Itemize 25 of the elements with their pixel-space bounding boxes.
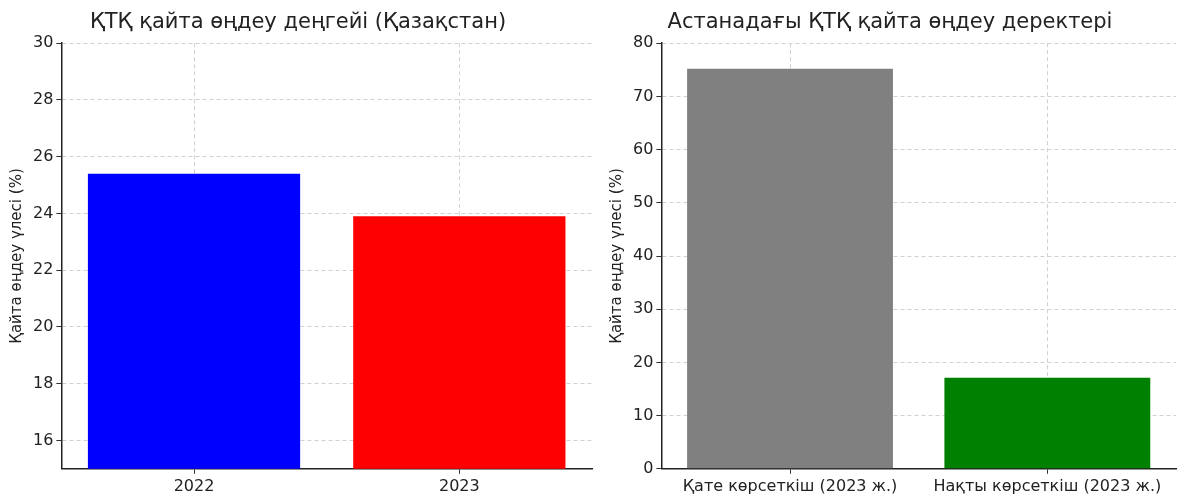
- y-tick-label: 24: [33, 202, 54, 222]
- y-tick-label: 26: [33, 145, 54, 165]
- y-tick-label: 30: [633, 298, 654, 318]
- y-tick-label: 10: [633, 404, 654, 424]
- x-tick-label: Қате көрсеткіш (2023 ж.): [682, 475, 898, 495]
- y-tick-label: 20: [33, 316, 54, 336]
- y-tick-label: 22: [33, 259, 54, 279]
- y-axis-title: Қайта өңдеу үлесі (%): [6, 168, 25, 344]
- y-tick-label: 80: [633, 32, 654, 52]
- x-tick-label: 2023: [438, 475, 480, 495]
- y-tick-label: 20: [633, 351, 654, 371]
- x-tick-label: Нақты көрсеткіш (2023 ж.): [933, 475, 1162, 495]
- y-tick-label: 16: [33, 429, 54, 449]
- y-tick-label: 30: [33, 32, 54, 52]
- y-tick-label: 50: [633, 191, 654, 211]
- chart-title: ҚТҚ қайта өңдеу деңгейі (Қазақстан): [89, 9, 507, 34]
- chart-title: Астанадағы ҚТҚ қайта өңдеу деректері: [667, 9, 1113, 34]
- y-tick-label: 70: [633, 85, 654, 105]
- y-tick-label: 28: [33, 89, 54, 109]
- y-tick-label: 18: [33, 372, 54, 392]
- x-tick-label: 2022: [173, 475, 215, 495]
- y-tick-label: 60: [633, 138, 654, 158]
- y-tick-label: 40: [633, 245, 654, 265]
- y-tick-label: 0: [643, 457, 654, 477]
- y-axis-title: Қайта өңдеу үлесі (%): [606, 168, 625, 344]
